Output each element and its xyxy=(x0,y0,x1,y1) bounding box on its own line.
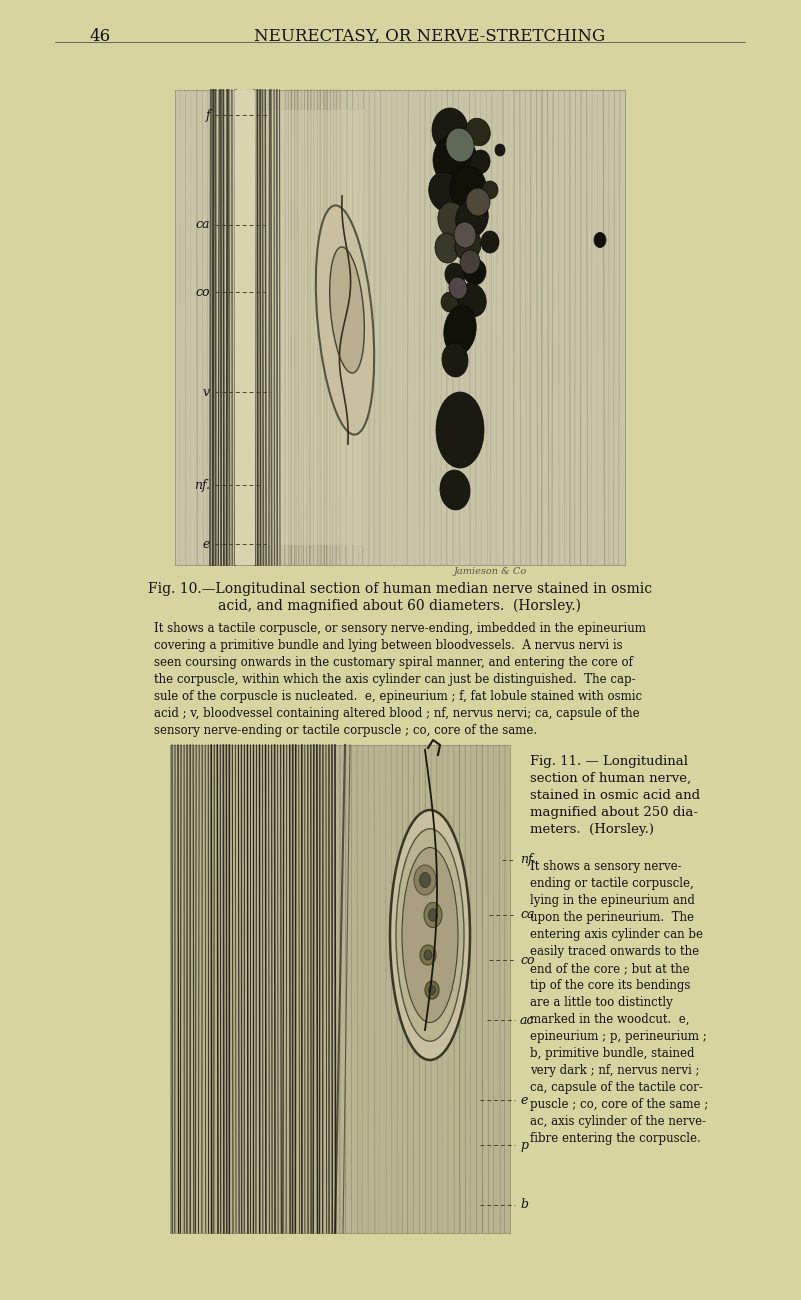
Ellipse shape xyxy=(435,233,459,263)
Ellipse shape xyxy=(440,471,470,510)
Ellipse shape xyxy=(444,306,477,355)
Ellipse shape xyxy=(445,263,465,287)
Ellipse shape xyxy=(402,848,458,1023)
Ellipse shape xyxy=(465,118,490,146)
Text: Fig. 11. — Longitudinal
section of human nerve,
stained in osmic acid and
magnif: Fig. 11. — Longitudinal section of human… xyxy=(530,755,700,836)
Ellipse shape xyxy=(450,166,486,211)
Text: It shows a sensory nerve-
ending or tactile corpuscle,
lying in the epineurium a: It shows a sensory nerve- ending or tact… xyxy=(530,861,708,1145)
Ellipse shape xyxy=(424,902,442,927)
Text: NEURECTASY, OR NERVE-STRETCHING: NEURECTASY, OR NERVE-STRETCHING xyxy=(255,29,606,46)
Text: Fig. 10.—Longitudinal section of human median nerve stained in osmic
acid, and m: Fig. 10.—Longitudinal section of human m… xyxy=(148,582,652,612)
Ellipse shape xyxy=(425,982,439,998)
Ellipse shape xyxy=(330,247,364,373)
Ellipse shape xyxy=(455,229,481,261)
Text: It shows a tactile corpuscle, or sensory nerve-ending, imbedded in the epineuriu: It shows a tactile corpuscle, or sensory… xyxy=(154,621,646,737)
Text: nf.: nf. xyxy=(194,478,210,491)
Text: e: e xyxy=(203,537,210,550)
Ellipse shape xyxy=(449,277,467,299)
Bar xyxy=(175,90,625,566)
Text: e: e xyxy=(520,1093,527,1106)
Ellipse shape xyxy=(438,202,466,238)
Ellipse shape xyxy=(481,231,499,254)
Text: b: b xyxy=(520,1199,528,1212)
Text: nf.: nf. xyxy=(520,854,536,867)
Ellipse shape xyxy=(436,393,484,468)
Ellipse shape xyxy=(429,985,436,994)
Text: ca: ca xyxy=(520,909,534,922)
Ellipse shape xyxy=(429,909,437,922)
Ellipse shape xyxy=(442,343,468,377)
Ellipse shape xyxy=(390,810,470,1060)
Text: ac: ac xyxy=(520,1014,534,1027)
Ellipse shape xyxy=(482,181,498,199)
Ellipse shape xyxy=(456,198,489,238)
Ellipse shape xyxy=(495,144,505,156)
Bar xyxy=(245,111,365,545)
Ellipse shape xyxy=(396,829,464,1041)
Text: 46: 46 xyxy=(90,29,111,46)
Ellipse shape xyxy=(460,250,480,274)
Text: co: co xyxy=(195,286,210,299)
Bar xyxy=(235,90,255,566)
Ellipse shape xyxy=(420,945,436,965)
Ellipse shape xyxy=(424,950,432,959)
Ellipse shape xyxy=(441,292,459,312)
Ellipse shape xyxy=(464,259,486,285)
Ellipse shape xyxy=(458,283,486,317)
Ellipse shape xyxy=(429,172,461,212)
Text: p: p xyxy=(520,1139,528,1152)
Text: ca: ca xyxy=(195,218,210,231)
Ellipse shape xyxy=(470,150,490,174)
Ellipse shape xyxy=(433,134,477,186)
Ellipse shape xyxy=(454,222,476,248)
Text: v: v xyxy=(203,386,210,399)
Ellipse shape xyxy=(594,233,606,247)
Ellipse shape xyxy=(414,864,436,894)
Ellipse shape xyxy=(466,188,490,216)
Text: f: f xyxy=(205,108,210,121)
Text: Jamieson & Co: Jamieson & Co xyxy=(453,567,526,576)
Ellipse shape xyxy=(316,205,374,434)
Text: co: co xyxy=(520,953,534,966)
Ellipse shape xyxy=(432,108,468,152)
Bar xyxy=(170,745,510,1232)
Ellipse shape xyxy=(420,872,430,888)
Ellipse shape xyxy=(446,129,474,162)
